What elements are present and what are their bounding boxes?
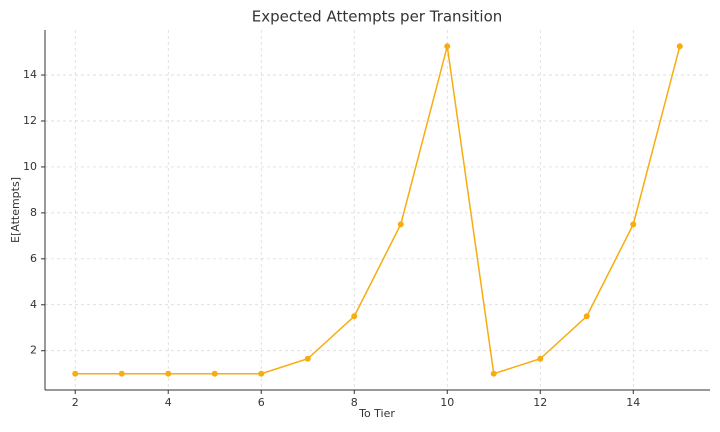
data-point xyxy=(537,355,544,362)
chart-title: Expected Attempts per Transition xyxy=(252,8,503,26)
x-tick-label: 2 xyxy=(72,396,79,409)
y-tick-label: 12 xyxy=(23,114,37,127)
y-tick-label: 10 xyxy=(23,160,37,173)
data-point xyxy=(630,221,637,228)
data-point xyxy=(490,370,497,377)
x-tick-label: 10 xyxy=(440,396,454,409)
data-point xyxy=(165,370,172,377)
data-point xyxy=(583,313,590,320)
data-point xyxy=(676,43,683,50)
data-point xyxy=(211,370,218,377)
x-tick-label: 14 xyxy=(626,396,640,409)
y-tick-label: 4 xyxy=(30,298,37,311)
x-tick-label: 8 xyxy=(351,396,358,409)
data-point xyxy=(397,221,404,228)
y-tick-label: 14 xyxy=(23,68,37,81)
data-point xyxy=(351,313,358,320)
x-tick-label: 4 xyxy=(165,396,172,409)
x-tick-label: 6 xyxy=(258,396,265,409)
x-tick-label: 12 xyxy=(533,396,547,409)
y-tick-label: 2 xyxy=(30,344,37,357)
y-tick-label: 8 xyxy=(30,206,37,219)
data-point xyxy=(444,43,451,50)
data-line xyxy=(75,46,681,375)
data-point xyxy=(304,355,311,362)
data-point xyxy=(118,370,125,377)
data-point xyxy=(258,370,265,377)
y-tick-label: 6 xyxy=(30,252,37,265)
data-point xyxy=(72,370,79,377)
x-axis-label: To Tier xyxy=(358,407,395,420)
y-axis-label: E[Attempts] xyxy=(9,177,22,243)
